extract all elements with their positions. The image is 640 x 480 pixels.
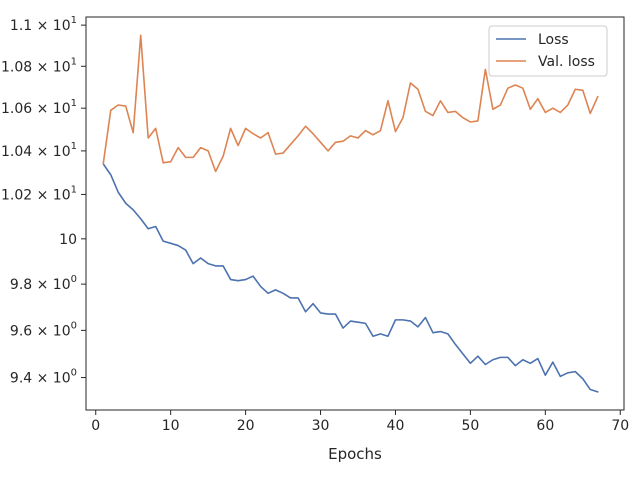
x-axis: 0 10 20 30 40 50 60 70 [91,410,629,434]
y-tick-label: 9.8 × 100 [10,274,77,293]
x-tick-label: 70 [611,418,629,434]
legend: Loss Val. loss [488,25,608,77]
x-tick-label: 50 [461,418,479,434]
y-axis: 9.4 × 100 9.6 × 100 9.8 × 100 10 1.02 × 101 1… [1,15,86,387]
plot-series [102,34,599,393]
y-tick-label: 1.08 × 101 [1,56,77,75]
y-tick-label: 1.02 × 101 [1,184,77,203]
y-tick-label: 10 [59,232,77,248]
x-axis-label: Epochs [328,445,382,463]
x-tick-label: 30 [312,418,330,434]
y-tick-label: 9.4 × 100 [10,368,77,387]
series-line-val-loss [102,34,599,173]
series-line-loss [102,163,599,393]
legend-label-loss: Loss [538,32,569,48]
y-tick-label: 9.6 × 100 [10,320,77,339]
x-tick-label: 0 [91,418,100,434]
x-tick-label: 10 [162,418,180,434]
y-tick-label: 1.06 × 101 [1,98,77,117]
x-tick-label: 40 [387,418,405,434]
x-tick-label: 60 [536,418,554,434]
y-tick-label: 1.1 × 101 [10,15,77,34]
y-tick-label: 1.04 × 101 [1,141,77,160]
legend-label-val-loss: Val. loss [538,54,595,70]
x-tick-label: 20 [237,418,255,434]
plot-frame [85,16,625,411]
